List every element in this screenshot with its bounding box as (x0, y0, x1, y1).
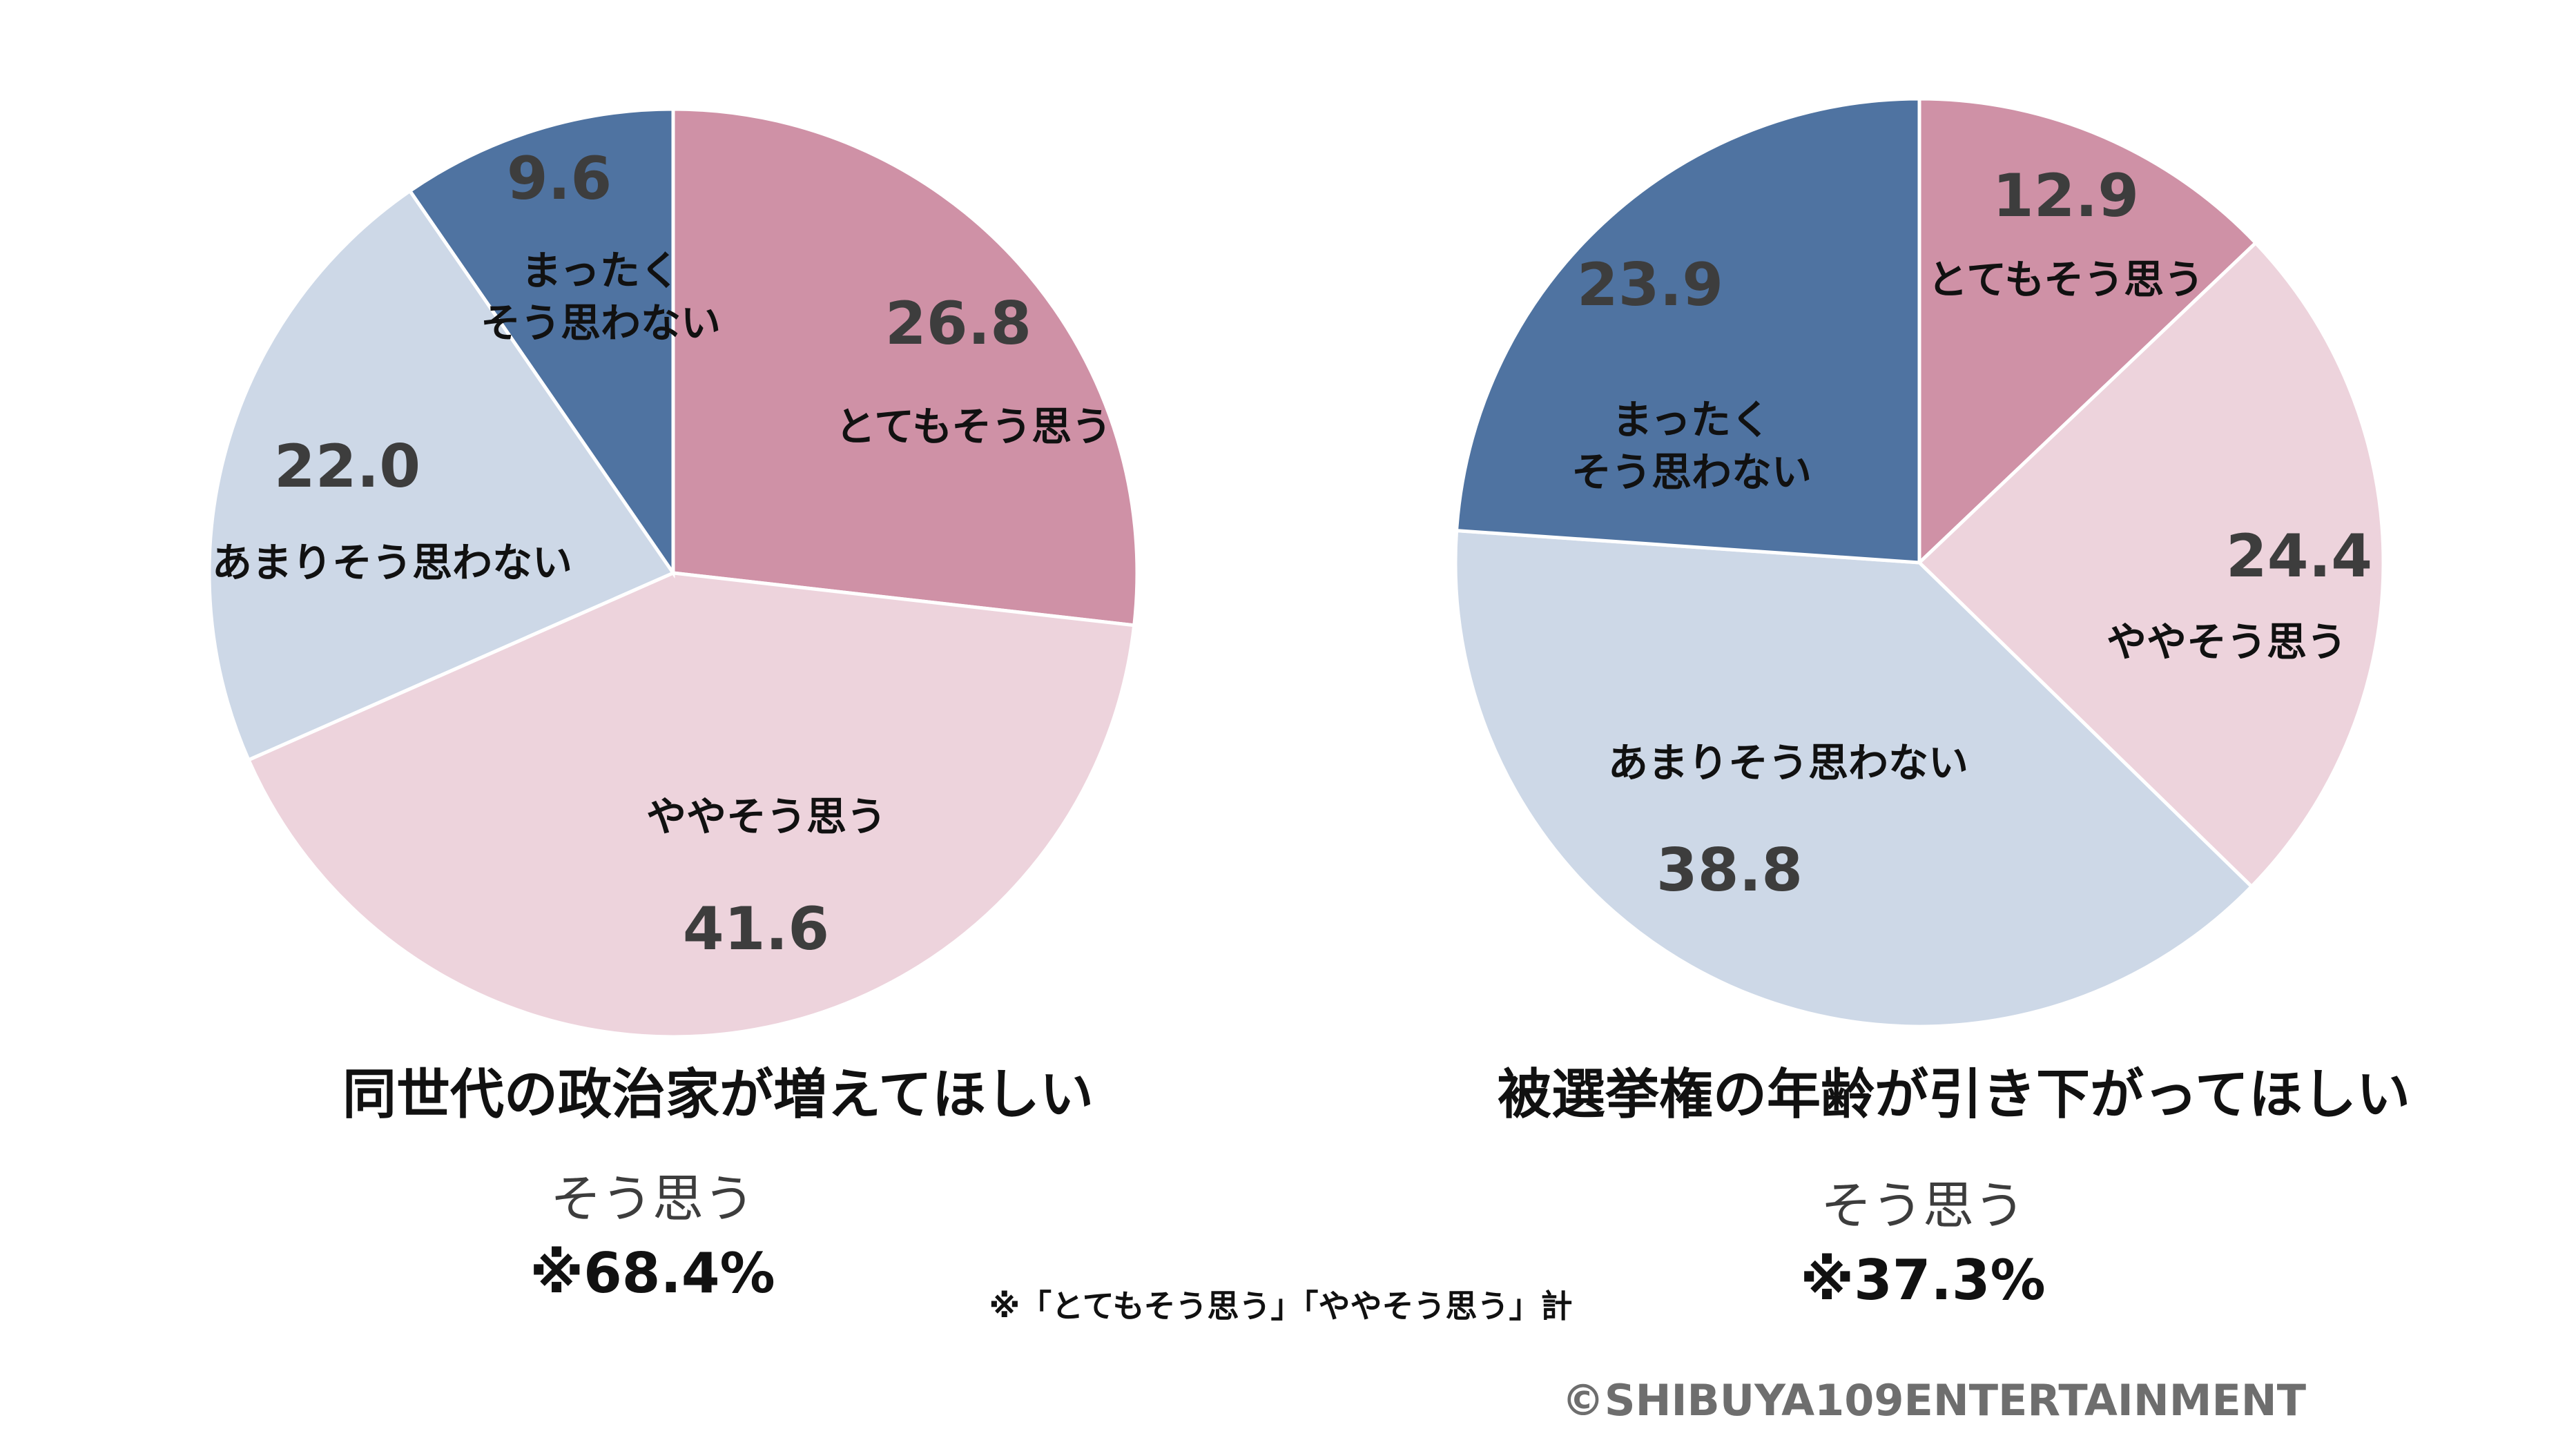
slice-value-somewhat-agree: 24.4 (2226, 522, 2372, 591)
slice-label-very-agree: とてもそう思う (1928, 256, 2204, 303)
slice-value-very-agree: 12.9 (1993, 162, 2139, 231)
pie-slice-not-at-all-agree (407, 107, 675, 579)
pie-chart-peer-politicians: 26.8 とてもそう思う 41.6 ややそう思う 22.0 あまりそう思わない 9.6 まった… (207, 107, 1139, 1039)
slice-value-not-really-agree: 22.0 (274, 432, 420, 501)
summary-value-peer-politicians: ※68.4% (530, 1241, 775, 1305)
summary-label-candidacy-age: そう思う (1821, 1176, 2025, 1236)
pie-slice-very-agree (1917, 97, 2258, 567)
pie-slice-somewhat-agree (246, 571, 1136, 1039)
slice-value-not-really-agree: 38.8 (1656, 836, 1803, 905)
slice-value-somewhat-agree: 41.6 (683, 895, 829, 964)
copyright: ©SHIBUYA109ENTERTAINMENT (1562, 1375, 2306, 1426)
slice-label-not-really-agree: あまりそう思わない (212, 539, 572, 586)
pie-slice-not-at-all-agree (1454, 97, 1921, 565)
slice-label-very-agree: とてもそう思う (835, 403, 1112, 450)
pie-slice-somewhat-agree (1917, 240, 2385, 889)
footnote: ※「とてもそう思う」「ややそう思う」計 (989, 1287, 1572, 1325)
slice-label-somewhat-agree: ややそう思う (2107, 619, 2347, 665)
pie-chart-candidacy-age: 12.9 とてもそう思う 24.4 ややそう思う 38.8 あまりそう思わない 23.9 まっ… (1453, 97, 2385, 1029)
chart-title-candidacy-age: 被選挙権の年齢が引き下がってほしい (1498, 1064, 2410, 1126)
slice-label-not-at-all-agree: まったくそう思わない (481, 247, 721, 347)
pie-slice-not-really-agree (1453, 528, 2254, 1029)
pie-slice-very-agree (671, 107, 1139, 628)
chart-title-peer-politicians: 同世代の政治家が増えてほしい (342, 1064, 1094, 1126)
slice-label-somewhat-agree: ややそう思う (646, 793, 887, 840)
slice-value-not-at-all-agree: 23.9 (1577, 251, 1723, 320)
slice-label-not-at-all-agree: まったくそう思わない (1571, 396, 1812, 496)
summary-label-peer-politicians: そう思う (550, 1169, 755, 1229)
slice-value-not-at-all-agree: 9.6 (507, 144, 612, 213)
slice-value-very-agree: 26.8 (885, 289, 1032, 358)
slice-label-not-really-agree: あまりそう思わない (1608, 739, 1968, 786)
summary-value-candidacy-age: ※37.3% (1800, 1248, 2045, 1312)
pie-slice-not-really-agree (207, 188, 676, 763)
